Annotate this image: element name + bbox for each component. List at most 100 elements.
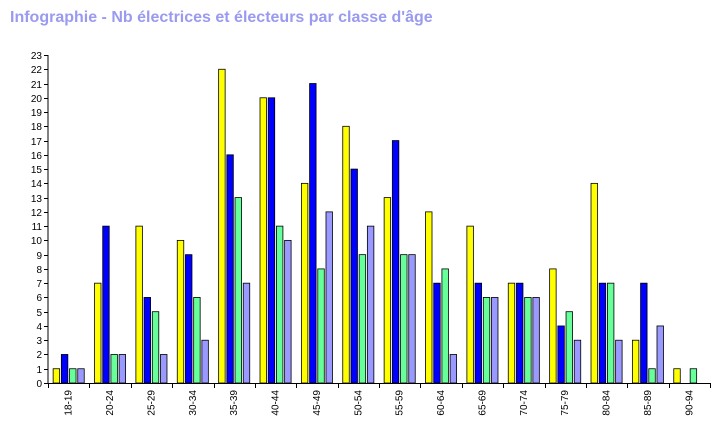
x-tick-label: 75-79 xyxy=(560,390,571,416)
x-tick-label: 18-19 xyxy=(64,390,75,416)
bar xyxy=(607,282,615,384)
bar xyxy=(309,83,317,384)
y-tick-label: 3 xyxy=(36,336,42,347)
x-axis: 18-19 20-24 25-29 30-34 35-39 40-44 45-49 50-54… xyxy=(48,383,711,416)
bar xyxy=(532,297,540,384)
bar xyxy=(160,354,168,384)
bar xyxy=(615,339,623,384)
y-tick-label: 23 xyxy=(31,51,43,62)
bar xyxy=(598,282,607,384)
y-tick-label: 20 xyxy=(31,94,43,105)
bar xyxy=(491,297,499,384)
x-tick-label: 55-59 xyxy=(395,390,406,416)
chart-title: Infographie - Nb électrices et électeurs… xyxy=(10,9,433,26)
x-tick-label: 30-34 xyxy=(188,390,199,416)
x-tick-label: 90-94 xyxy=(684,390,695,416)
bar xyxy=(441,268,449,384)
x-tick-label: 50-54 xyxy=(353,390,364,416)
bar xyxy=(516,282,524,384)
bar xyxy=(648,368,656,384)
bar xyxy=(118,354,127,384)
bar xyxy=(689,368,698,384)
bar xyxy=(151,311,160,384)
x-tick-label: 85-89 xyxy=(643,390,654,416)
bar xyxy=(218,68,226,384)
y-tick-label: 10 xyxy=(31,236,43,247)
y-tick-label: 13 xyxy=(31,194,43,205)
bar xyxy=(573,339,582,384)
bar xyxy=(350,168,358,384)
bar xyxy=(673,368,681,384)
bar xyxy=(565,311,573,384)
y-tick-label: 14 xyxy=(31,179,43,190)
bar xyxy=(267,97,276,384)
bar xyxy=(94,282,102,384)
y-tick-label: 6 xyxy=(36,293,42,304)
y-tick-label: 9 xyxy=(36,251,42,262)
bar xyxy=(242,282,251,384)
bar xyxy=(425,211,433,384)
y-tick-label: 0 xyxy=(36,379,42,390)
bar xyxy=(185,254,193,384)
bar xyxy=(317,268,325,384)
x-tick-label: 40-44 xyxy=(271,390,282,416)
bar xyxy=(193,297,201,384)
bar xyxy=(325,211,333,384)
bar xyxy=(226,154,234,384)
bar xyxy=(640,282,648,384)
bar xyxy=(69,368,77,384)
bar xyxy=(358,254,367,384)
y-tick-label: 19 xyxy=(31,108,43,119)
bar xyxy=(366,225,375,384)
bar xyxy=(110,354,118,384)
bar xyxy=(143,297,151,384)
bar xyxy=(482,297,491,384)
x-tick-label: 35-39 xyxy=(229,390,240,416)
bar xyxy=(507,282,516,384)
bar xyxy=(631,339,640,384)
y-tick-label: 7 xyxy=(36,279,42,290)
bar xyxy=(590,182,598,384)
y-tick-label: 22 xyxy=(31,65,43,76)
bar xyxy=(284,239,292,384)
x-tick-label: 70-74 xyxy=(519,390,530,416)
bar xyxy=(176,239,185,384)
bar xyxy=(276,225,284,384)
y-tick-label: 8 xyxy=(36,265,42,276)
bar xyxy=(549,268,557,384)
y-tick-label: 2 xyxy=(36,350,42,361)
bar xyxy=(201,339,209,384)
y-tick-label: 15 xyxy=(31,165,43,176)
bar xyxy=(342,125,350,384)
x-tick-label: 45-49 xyxy=(312,390,323,416)
bar xyxy=(102,225,110,384)
y-tick-label: 5 xyxy=(36,308,42,319)
y-tick-label: 21 xyxy=(31,80,43,91)
bar xyxy=(300,182,309,384)
x-tick-label: 20-24 xyxy=(105,390,116,416)
bar xyxy=(408,254,416,384)
bar xyxy=(449,354,458,384)
bar xyxy=(474,282,482,384)
y-tick-label: 18 xyxy=(31,122,43,133)
y-tick-label: 12 xyxy=(31,208,43,219)
bar xyxy=(391,140,400,384)
y-tick-label: 11 xyxy=(32,222,43,233)
bars xyxy=(52,68,698,384)
y-tick-label: 16 xyxy=(31,151,43,162)
bar xyxy=(557,325,565,384)
x-tick-label: 60-64 xyxy=(436,390,447,416)
x-tick-label: 65-69 xyxy=(477,390,488,416)
y-tick-label: 4 xyxy=(36,322,42,333)
x-tick-label: 25-29 xyxy=(146,390,157,416)
bar xyxy=(77,368,85,384)
bar xyxy=(52,368,61,384)
bar xyxy=(259,97,267,384)
bar xyxy=(656,325,664,384)
bar xyxy=(135,225,143,384)
bar xyxy=(433,282,441,384)
bar xyxy=(524,297,532,384)
bar xyxy=(234,197,242,384)
